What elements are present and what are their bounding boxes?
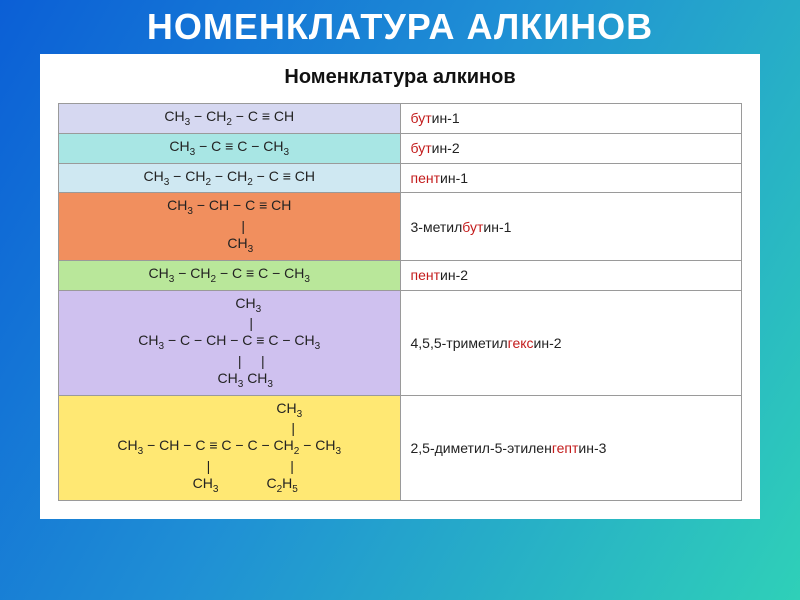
table-row: CH3|CH3 − CH − C ≡ C − C − CH2 − CH3||CH… [59, 395, 742, 500]
name-root: бут [462, 219, 483, 235]
name-root: бут [411, 140, 432, 156]
slide-title: НОМЕНКЛАТУРА АЛКИНОВ [0, 0, 800, 48]
name-prefix: 3-метил [411, 219, 463, 235]
name-root: гекс [508, 335, 534, 351]
name-root: гепт [552, 440, 579, 456]
name-root: пент [411, 170, 441, 186]
name-cell: пентин-1 [400, 163, 742, 193]
formula-cell: CH3 − CH2 − CH2 − C ≡ CH [59, 163, 401, 193]
name-cell: бутин-1 [400, 104, 742, 134]
name-root: пент [411, 267, 441, 283]
nomenclature-table: CH3 − CH2 − C ≡ CHбутин-1CH3 − C ≡ C − C… [58, 103, 742, 501]
name-suffix: ин-2 [534, 335, 562, 351]
name-suffix: ин-1 [483, 219, 511, 235]
name-cell: 2,5-диметил-5-этиленгептин-3 [400, 395, 742, 500]
formula-cell: CH3 − CH2 − C ≡ C − CH3 [59, 260, 401, 290]
table-row: CH3 − CH2 − C ≡ CHбутин-1 [59, 104, 742, 134]
name-suffix: ин-2 [440, 267, 468, 283]
name-cell: 4,5,5-триметилгексин-2 [400, 290, 742, 395]
formula-cell: CH3|CH3 − CH − C ≡ C − C − CH2 − CH3||CH… [59, 395, 401, 500]
name-root: бут [411, 110, 432, 126]
content-card: Номенклатура алкинов CH3 − CH2 − C ≡ CHб… [40, 54, 760, 519]
formula-cell: CH3 − CH2 − C ≡ CH [59, 104, 401, 134]
table-row: CH3 − CH2 − CH2 − C ≡ CHпентин-1 [59, 163, 742, 193]
name-cell: 3-метилбутин-1 [400, 193, 742, 260]
table-row: CH3 − C ≡ C − CH3бутин-2 [59, 133, 742, 163]
formula-cell: CH3 − C ≡ C − CH3 [59, 133, 401, 163]
name-suffix: ин-2 [432, 140, 460, 156]
table-row: CH3 − CH − C ≡ CH|CH33-метилбутин-1 [59, 193, 742, 260]
table-row: CH3 − CH2 − C ≡ C − CH3пентин-2 [59, 260, 742, 290]
name-suffix: ин-1 [440, 170, 468, 186]
table-row: CH3|CH3 − C − CH − C ≡ C − CH3| |CH3 CH3… [59, 290, 742, 395]
card-title: Номенклатура алкинов [58, 66, 742, 89]
name-prefix: 4,5,5-триметил [411, 335, 508, 351]
formula-cell: CH3 − CH − C ≡ CH|CH3 [59, 193, 401, 260]
name-suffix: ин-1 [432, 110, 460, 126]
name-suffix: ин-3 [578, 440, 606, 456]
name-cell: бутин-2 [400, 133, 742, 163]
formula-cell: CH3|CH3 − C − CH − C ≡ C − CH3| |CH3 CH3 [59, 290, 401, 395]
name-prefix: 2,5-диметил-5-этилен [411, 440, 552, 456]
name-cell: пентин-2 [400, 260, 742, 290]
